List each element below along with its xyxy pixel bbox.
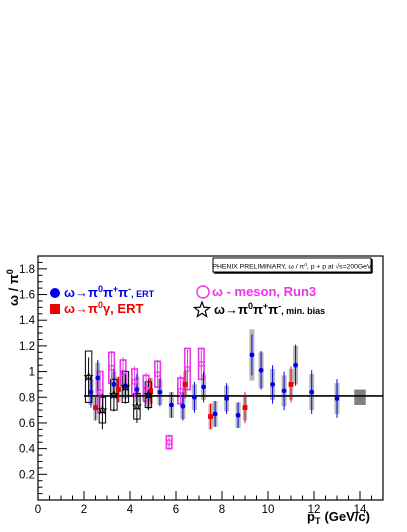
y-tick-label: 1 bbox=[29, 367, 35, 379]
legend-label-ert_pipi: ω→π0π+π-, ERT bbox=[64, 284, 155, 300]
ert-gamma-point bbox=[116, 387, 121, 392]
y-tick-label: 0.6 bbox=[19, 418, 35, 430]
error-bars-layer bbox=[88, 334, 338, 450]
legend-marker-minbias bbox=[192, 300, 212, 318]
run3-point bbox=[184, 366, 191, 373]
header-box bbox=[212, 257, 372, 273]
markers-layer bbox=[83, 352, 340, 446]
ert-pipipi-point bbox=[309, 389, 315, 395]
legend-marker-ert_gamma bbox=[50, 304, 60, 314]
systematic-box bbox=[84, 350, 93, 403]
x-tick-label: 4 bbox=[127, 504, 134, 516]
run3-point bbox=[198, 360, 205, 367]
x-tick-label: 14 bbox=[354, 504, 367, 516]
y-tick-label: 1.4 bbox=[19, 315, 36, 327]
legend-label-ert_gamma: ω→π0γ, ERT bbox=[64, 300, 143, 316]
ert-pipipi-point bbox=[88, 389, 94, 395]
ert-pipipi-point bbox=[111, 382, 117, 387]
y-tick-label: 0.2 bbox=[19, 469, 35, 481]
ert-pipipi-point bbox=[180, 403, 186, 409]
ert-pipipi-point bbox=[281, 388, 287, 394]
ert-gamma-point bbox=[182, 382, 188, 387]
ert-pipipi-point bbox=[192, 394, 197, 400]
ert-pipipi-point bbox=[169, 402, 174, 408]
run3-point bbox=[97, 389, 104, 396]
minbias-point bbox=[83, 371, 94, 381]
x-tick-label: 0 bbox=[35, 504, 41, 516]
x-tick-label: 8 bbox=[219, 504, 225, 516]
y-axis-title: ω / π0 bbox=[5, 269, 21, 306]
ert-pipipi-point bbox=[224, 396, 230, 401]
run3-point bbox=[143, 385, 150, 392]
run3-point bbox=[120, 369, 127, 376]
x-axis-title: pT (GeV/c) bbox=[307, 509, 370, 526]
ert-pipipi-point bbox=[235, 412, 241, 418]
x-tick-label: 2 bbox=[81, 504, 87, 516]
ert-pipipi-point bbox=[123, 383, 128, 389]
x-tick-label: 12 bbox=[308, 504, 321, 516]
ert-gamma-point bbox=[242, 405, 248, 410]
minbias-point bbox=[131, 400, 142, 411]
ert-pipipi-point bbox=[201, 384, 207, 390]
legend-layer: ω→π0π+π-, ERT ω - meson, Run3 ω→π0γ, ERT ω→… bbox=[50, 284, 325, 318]
minbias-point bbox=[120, 381, 131, 392]
ert-pipipi-point bbox=[134, 387, 140, 392]
ert-pipipi-point bbox=[334, 396, 340, 401]
minbias-point bbox=[143, 389, 154, 399]
y-tick-label: 1.2 bbox=[19, 341, 35, 353]
ert-pipipi-point bbox=[95, 375, 101, 381]
legend-marker-ert_pipi bbox=[50, 288, 60, 298]
ert-gamma-point bbox=[148, 388, 154, 394]
header-text: PHENIX PRELIMINARY, ω / π⁰, p + p at √s=… bbox=[212, 263, 371, 271]
minbias-point bbox=[108, 389, 119, 399]
ert-pipipi-point bbox=[249, 352, 255, 358]
run3-point bbox=[177, 387, 184, 394]
ert-gamma-point bbox=[208, 414, 213, 419]
y-tick-label: 1.6 bbox=[19, 290, 35, 302]
legend-label-minbias: ω→π0π+π-, min. bias bbox=[214, 301, 325, 317]
y-tick-label: 1.8 bbox=[19, 264, 35, 276]
minbias-point bbox=[97, 404, 108, 415]
run3-point bbox=[131, 378, 138, 385]
legend-label-run3: ω - meson, Run3 bbox=[212, 284, 316, 299]
normalization-box bbox=[354, 389, 366, 405]
legend-marker-run3 bbox=[196, 285, 210, 299]
y-tick-label: 0.4 bbox=[19, 444, 36, 456]
ert-pipipi-point bbox=[157, 389, 163, 395]
ert-pipipi-point bbox=[293, 362, 298, 368]
run3-point bbox=[166, 439, 173, 446]
ert-pipipi-point bbox=[212, 411, 218, 417]
y-tick-label: 0.8 bbox=[19, 392, 35, 404]
ert-gamma-point bbox=[93, 405, 98, 410]
x-tick-label: 10 bbox=[262, 504, 275, 516]
run3-point bbox=[108, 364, 115, 371]
axes-layer: 0 2 4 6 8 10 12 14 0.2 0.4 0.6 0.8 1 1.2 1.4 1.6 1.8 pT (G… bbox=[5, 255, 384, 526]
ert-gamma-point bbox=[288, 382, 294, 387]
ert-pipipi-point bbox=[258, 367, 264, 373]
x-tick-label: 6 bbox=[173, 504, 179, 516]
header-box-layer: PHENIX PRELIMINARY, ω / π⁰, p + p at √s=… bbox=[212, 257, 373, 274]
ert-pipipi-point bbox=[270, 382, 275, 387]
run3-point bbox=[154, 371, 161, 378]
